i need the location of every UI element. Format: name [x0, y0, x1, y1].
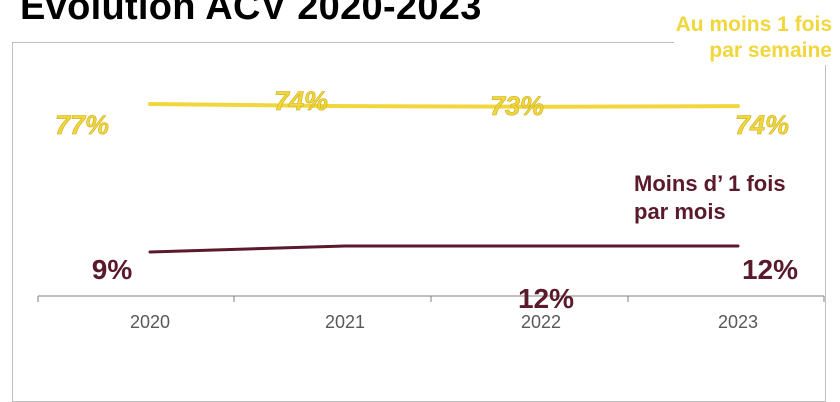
- data-label-monthly-2020: 9%: [92, 254, 133, 285]
- data-label-weekly-2021: 74%: [274, 86, 328, 116]
- data-label-weekly-2023: 74%: [735, 110, 789, 140]
- legend-weekly: Au moins 1 fois par semaine: [673, 12, 834, 65]
- legend-weekly-line1: Au moins 1 fois: [675, 13, 832, 36]
- series-line-0: [148, 102, 740, 109]
- legend-monthly: Moins d’ 1 fois par mois: [634, 170, 786, 225]
- data-label-weekly-2022: 73%: [490, 91, 544, 121]
- chart-title: Evolution ACV 2020-2023: [20, 0, 482, 28]
- line-chart: 2020 2021 2022 2023 77% 74% 73% 74% 9% 12% 12%: [37, 86, 825, 332]
- x-tick-label-2022: 2022: [521, 312, 561, 332]
- x-tick-label-2020: 2020: [130, 312, 170, 332]
- data-label-monthly-2022: 12%: [518, 283, 574, 314]
- legend-weekly-line2: par semaine: [709, 39, 832, 63]
- x-tick-label-2021: 2021: [325, 312, 365, 332]
- x-tick-label-2023: 2023: [718, 312, 758, 332]
- series-line-1: [148, 244, 740, 254]
- data-label-monthly-2023: 12%: [742, 254, 798, 285]
- data-label-weekly-2020: 77%: [55, 110, 109, 140]
- legend-monthly-line2: par mois: [634, 198, 726, 224]
- legend-monthly-line1: Moins d’ 1 fois: [634, 171, 786, 196]
